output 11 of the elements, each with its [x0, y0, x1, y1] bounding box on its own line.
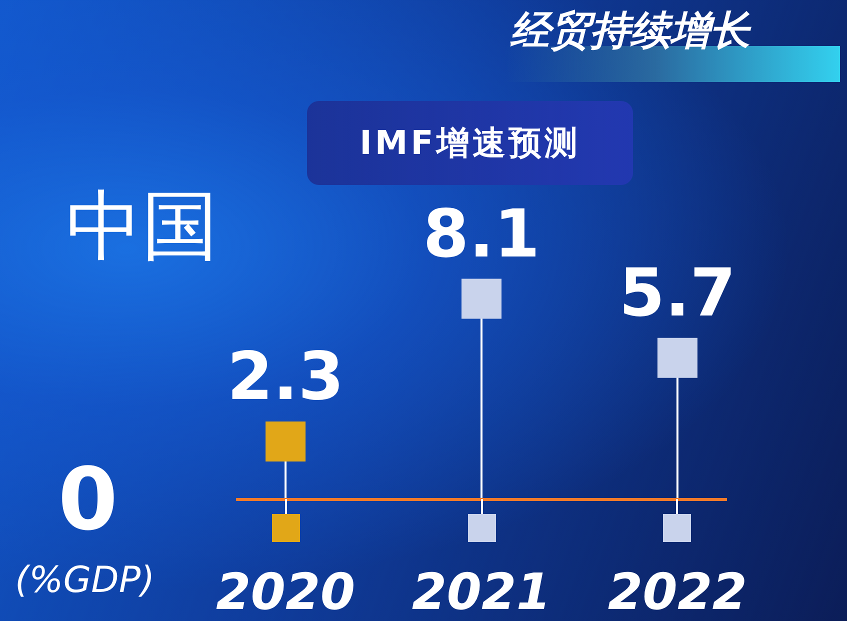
y-axis-title: (%GDP)	[15, 560, 155, 601]
x-tick-label: 2021	[412, 563, 552, 621]
data-label: 8.1	[423, 195, 540, 272]
x-tick-label: 2020	[216, 563, 356, 621]
x-tick-label: 2022	[608, 563, 748, 621]
data-label: 5.7	[618, 254, 736, 332]
chart-title: 经贸持续增长	[509, 7, 752, 56]
data-label: 2.3	[227, 338, 344, 415]
chart-subtitle: IMF增速预测	[307, 101, 633, 185]
text: 中国	[66, 181, 218, 270]
text: 0	[58, 450, 118, 550]
